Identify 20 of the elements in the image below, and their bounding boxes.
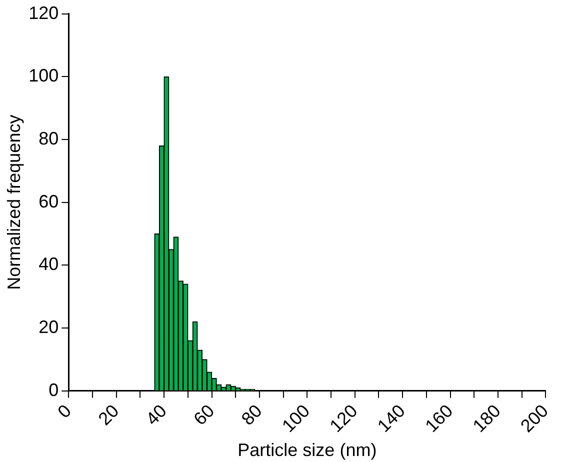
x-tick-label: 60 [190, 400, 218, 430]
y-tick-label: 120 [28, 2, 59, 23]
x-tick-label: 80 [238, 400, 266, 430]
y-axis-title: Normalized frequency [4, 114, 24, 290]
x-tick-label: 40 [142, 400, 170, 430]
y-tick-label: 60 [38, 191, 59, 212]
y-tick-label: 20 [38, 317, 59, 338]
x-tick-label: 0 [54, 400, 75, 422]
y-tick-label: 80 [38, 128, 59, 148]
x-tick-label: 200 [516, 400, 552, 436]
x-tick-label: 20 [94, 400, 123, 430]
x-axis-title: Particle size (nm) [238, 440, 377, 460]
x-tick-label: 100 [278, 400, 314, 436]
x-tick-label: 120 [326, 400, 362, 436]
y-tick-label: 40 [38, 254, 59, 274]
y-tick-label: 0 [48, 380, 59, 400]
y-tick-label: 100 [28, 66, 59, 86]
x-tick-label: 140 [374, 400, 409, 436]
x-tick-label: 180 [468, 400, 504, 436]
x-tick-label: 160 [421, 400, 457, 436]
